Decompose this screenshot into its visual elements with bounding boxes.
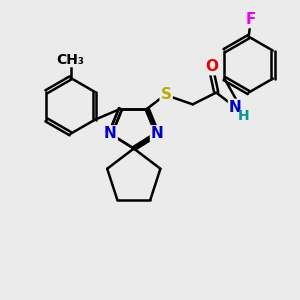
Text: N: N <box>151 126 164 141</box>
Text: F: F <box>245 12 256 27</box>
Text: N: N <box>104 126 117 141</box>
Text: S: S <box>161 87 172 102</box>
Text: N: N <box>229 100 242 115</box>
Text: H: H <box>238 109 249 122</box>
Text: O: O <box>205 59 218 74</box>
Text: CH₃: CH₃ <box>57 52 84 67</box>
